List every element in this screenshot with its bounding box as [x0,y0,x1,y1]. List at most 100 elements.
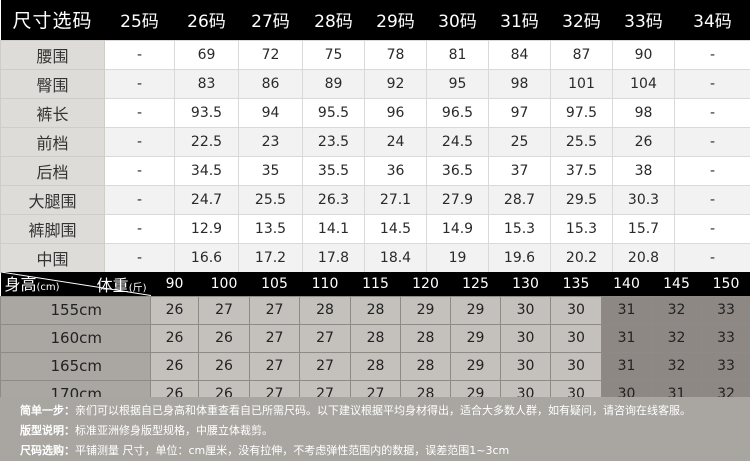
note-text: 标准亚洲修身版型规格，中腰立体裁剪。 [75,424,273,437]
height-weight-corner: 身高(cm) 体重(斤) [0,272,151,296]
recommended-size-cell: 28 [350,295,401,325]
height-row: 165cm 26 26 27 27 28 28 29 30 30 31 32 33 [0,351,750,381]
measurement-value: 25.5 [238,184,303,215]
measurement-value: 23.5 [302,126,365,157]
recommended-size-cell: 27 [299,323,351,353]
measurement-value: 24.5 [426,126,489,157]
recommended-size-cell: 33 [701,323,750,353]
measurement-value: 17.2 [238,242,303,273]
measurement-value: 69 [174,39,239,70]
measurement-value: - [104,126,175,157]
measurement-row: 裤长 -93.5 94 95.5 96 96.5 97 97.5 98- [0,97,750,128]
weight-column-header: 110 [299,272,351,296]
recommended-size-cell: 27 [249,351,300,381]
measurement-value: 13.5 [238,213,303,244]
measurement-value: 98 [612,97,675,128]
weight-column-header: 90 [150,272,199,296]
measurement-value: 96.5 [426,97,489,128]
measurement-value: - [674,126,750,157]
weight-column-header: 100 [198,272,250,296]
height-weight-section: 身高(cm) 体重(斤) 90 100 105 110 115 120 125 130 135 1… [0,272,750,409]
size-column-header: 26码 [174,0,239,40]
measurement-value: 20.8 [612,242,675,273]
measurement-value: 16.6 [174,242,239,273]
measurement-value: 19.6 [488,242,551,273]
note-line: 简单一步：亲们可以根据自已身高和体重查看自已所需尺码。以下建议根据平均身材得出，… [20,401,750,421]
measurement-label: 中围 [0,242,105,273]
measurement-value: - [674,155,750,186]
measurement-label: 裤长 [0,97,105,128]
recommended-size-cell: 26 [150,295,199,325]
size-column-header: 27码 [238,0,303,40]
measurement-value: 30.3 [612,184,675,215]
weight-column-header: 115 [350,272,401,296]
measurement-row: 大腿围 -24.7 25.5 26.3 27.1 27.9 28.7 29.5 30.3- [0,184,750,215]
measurement-value: 15.7 [612,213,675,244]
recommended-size-cell: 30 [550,323,602,353]
weight-column-header: 105 [249,272,300,296]
measurement-row: 后档 -34.5 35 35.5 36 36.5 37 37.5 38- [0,155,750,186]
size-measurement-table: 尺寸选码 25码 26码 27码 28码 29码 30码 31码 32码 33码 34码 腰围 -69… [0,0,750,273]
recommended-size-cell: 27 [198,295,250,325]
measurement-value: 15.3 [550,213,613,244]
weight-column-header: 130 [500,272,551,296]
recommended-size-cell: 33 [701,351,750,381]
recommended-size-cell: 27 [299,351,351,381]
measurement-value: 27.1 [364,184,427,215]
measurement-value: 95.5 [302,97,365,128]
measurement-value: 28.7 [488,184,551,215]
measurement-value: 26.3 [302,184,365,215]
measurement-value: - [674,39,750,70]
measurement-value: - [674,242,750,273]
measurement-value: - [104,68,175,99]
measurement-value: 19 [426,242,489,273]
weight-column-header: 125 [450,272,501,296]
height-corner-label: 身高(cm) [4,274,60,294]
measurement-value: 89 [302,68,365,99]
measurement-value: 83 [174,68,239,99]
measurement-value: 24.7 [174,184,239,215]
measurement-value: 29.5 [550,184,613,215]
measurement-value: 22.5 [174,126,239,157]
measurement-value: 72 [238,39,303,70]
measurement-value: 92 [364,68,427,99]
recommended-size-cell: 28 [299,295,351,325]
measurement-value: 23 [238,126,303,157]
measurement-row: 前档 -22.5 23 23.5 24 24.5 25 25.5 26- [0,126,750,157]
recommended-size-cell: 28 [350,323,401,353]
measurement-value: 104 [612,68,675,99]
recommended-size-cell: 30 [550,295,602,325]
note-line: 尺码选购：平铺测量 尺寸，单位：cm厘米，没有拉伸，不考虑弹性范围内的数据，误差… [20,441,750,461]
size-column-header: 33码 [612,0,675,40]
measurement-row: 中围 -16.6 17.2 17.8 18.4 19 19.6 20.2 20.8- [0,242,750,273]
note-text: 平铺测量 尺寸，单位：cm厘米，没有拉伸，不考虑弹性范围内的数据，误差范围1~3… [75,444,510,457]
measurement-value: 75 [302,39,365,70]
height-weight-body: 155cm 26 27 27 28 28 29 29 30 30 31 32 33 160cm 26 26 27… [0,295,750,409]
recommended-size-cell: 28 [400,323,451,353]
recommended-size-cell: 28 [350,351,401,381]
measurement-value: 15.3 [488,213,551,244]
recommended-size-cell: 29 [450,351,501,381]
recommended-size-cell: 32 [651,295,702,325]
recommended-size-cell: 30 [500,351,551,381]
measurement-value: 95 [426,68,489,99]
measurement-value: 96 [364,97,427,128]
measurement-value: 18.4 [364,242,427,273]
measurement-value: 17.8 [302,242,365,273]
measurement-value: - [104,97,175,128]
recommended-size-cell: 33 [701,295,750,325]
recommended-size-cell: 32 [651,323,702,353]
size-header-row: 尺寸选码 25码 26码 27码 28码 29码 30码 31码 32码 33码 34码 [0,0,750,40]
measurement-value: 35 [238,155,303,186]
measurement-label: 臀围 [0,68,105,99]
diagonal-divider-icon [0,272,151,296]
measurement-value: 35.5 [302,155,365,186]
recommended-size-cell: 31 [601,295,652,325]
measurement-value: 78 [364,39,427,70]
measurement-value: 34.5 [174,155,239,186]
measurement-row: 臀围 -83 86 89 92 95 98 101 104- [0,68,750,99]
note-title: 简单一步： [20,404,75,417]
recommended-size-cell: 26 [150,323,199,353]
measurement-value: 97 [488,97,551,128]
measurement-value: 93.5 [174,97,239,128]
